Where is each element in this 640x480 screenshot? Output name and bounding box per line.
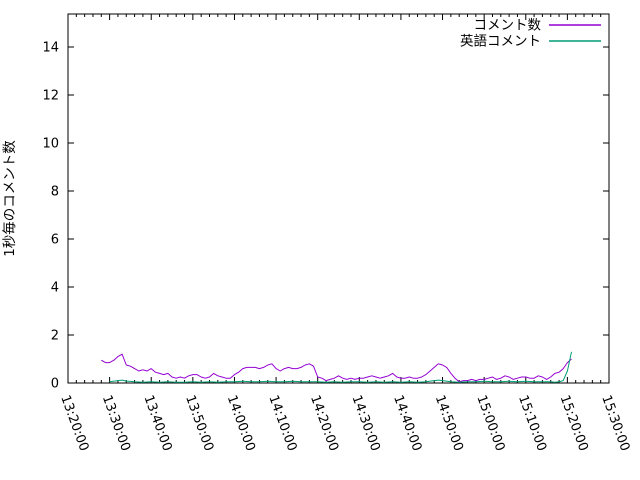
y-tick-label: 2	[51, 329, 59, 344]
x-tick-label: 15:30:00	[598, 393, 632, 453]
legend-label-comments: コメント数	[474, 18, 542, 34]
series-line-english_comments	[109, 351, 572, 383]
x-tick-label: 14:20:00	[307, 393, 341, 453]
x-tick-label: 14:00:00	[224, 393, 258, 453]
y-tick-label: 10	[42, 137, 59, 152]
y-tick-label: 0	[51, 377, 59, 392]
series-line-comments	[101, 353, 572, 383]
x-tick-label: 14:50:00	[432, 393, 466, 453]
y-tick-label: 8	[51, 185, 59, 200]
y-tick-label: 6	[51, 233, 59, 248]
legend-label-english_comments: 英語コメント	[460, 33, 541, 50]
x-tick-label: 13:40:00	[140, 393, 174, 453]
x-tick-label: 14:10:00	[265, 393, 299, 453]
x-tick-label: 14:30:00	[349, 393, 383, 453]
y-axis-title: 1秒毎のコメント数	[2, 140, 18, 257]
x-tick-label: 15:00:00	[473, 393, 507, 453]
x-tick-label: 14:40:00	[390, 393, 424, 453]
y-tick-label: 14	[42, 41, 59, 56]
x-tick-label: 13:30:00	[99, 393, 133, 453]
x-tick-label: 15:20:00	[557, 393, 591, 453]
plot-border	[67, 13, 610, 384]
x-tick-label: 15:10:00	[515, 393, 549, 453]
y-tick-label: 4	[51, 281, 59, 296]
y-tick-label: 12	[42, 89, 59, 104]
x-tick-label: 13:20:00	[57, 393, 91, 453]
x-tick-label: 13:50:00	[182, 393, 216, 453]
